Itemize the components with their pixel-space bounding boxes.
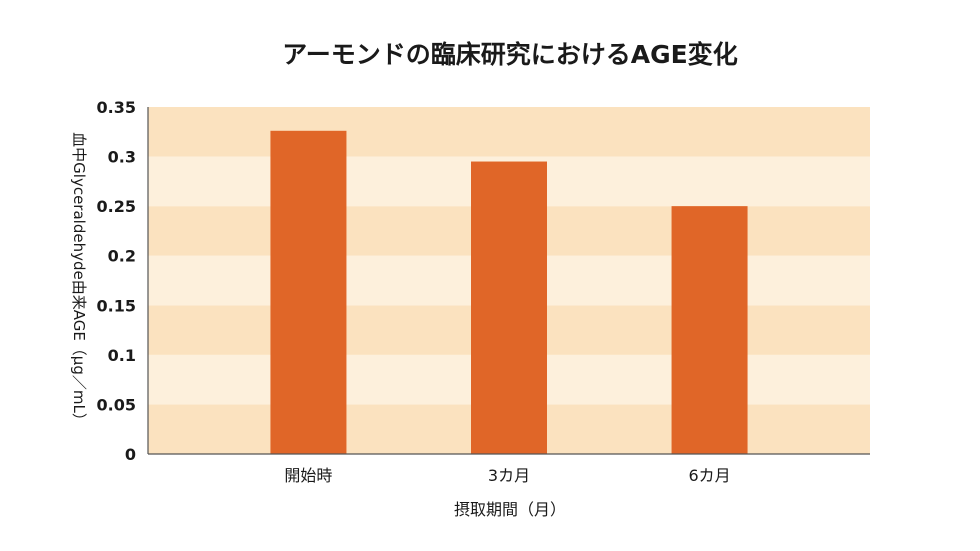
bar — [270, 130, 347, 454]
y-tick-label: 0.35 — [97, 98, 136, 117]
y-axis-label: 血中Glyceraldehyde由来AGE（μg／mL） — [70, 132, 88, 428]
x-axis-label: 摂取期間（月） — [454, 500, 566, 519]
chart-title: アーモンドの臨床研究におけるAGE変化 — [282, 40, 737, 69]
x-tick-label: 6カ月 — [688, 466, 730, 485]
bar — [471, 161, 547, 454]
y-tick-label: 0.25 — [97, 197, 136, 216]
y-tick-label: 0.1 — [108, 346, 136, 365]
bar — [671, 206, 748, 454]
y-tick-label: 0.2 — [108, 247, 136, 266]
x-tick-label: 3カ月 — [488, 466, 530, 485]
y-tick-label: 0.3 — [108, 148, 136, 167]
x-tick-labels: 開始時 3カ月 6カ月 — [284, 466, 730, 485]
y-tick-label: 0.15 — [97, 296, 136, 315]
bars-group — [270, 130, 748, 454]
y-tick-label: 0.05 — [97, 395, 136, 414]
y-tick-label: 0 — [125, 445, 136, 464]
grid-band — [148, 107, 870, 157]
x-tick-label: 開始時 — [284, 466, 332, 485]
y-tick-labels: 0 0.05 0.1 0.15 0.2 0.25 0.3 0.35 — [97, 98, 136, 464]
